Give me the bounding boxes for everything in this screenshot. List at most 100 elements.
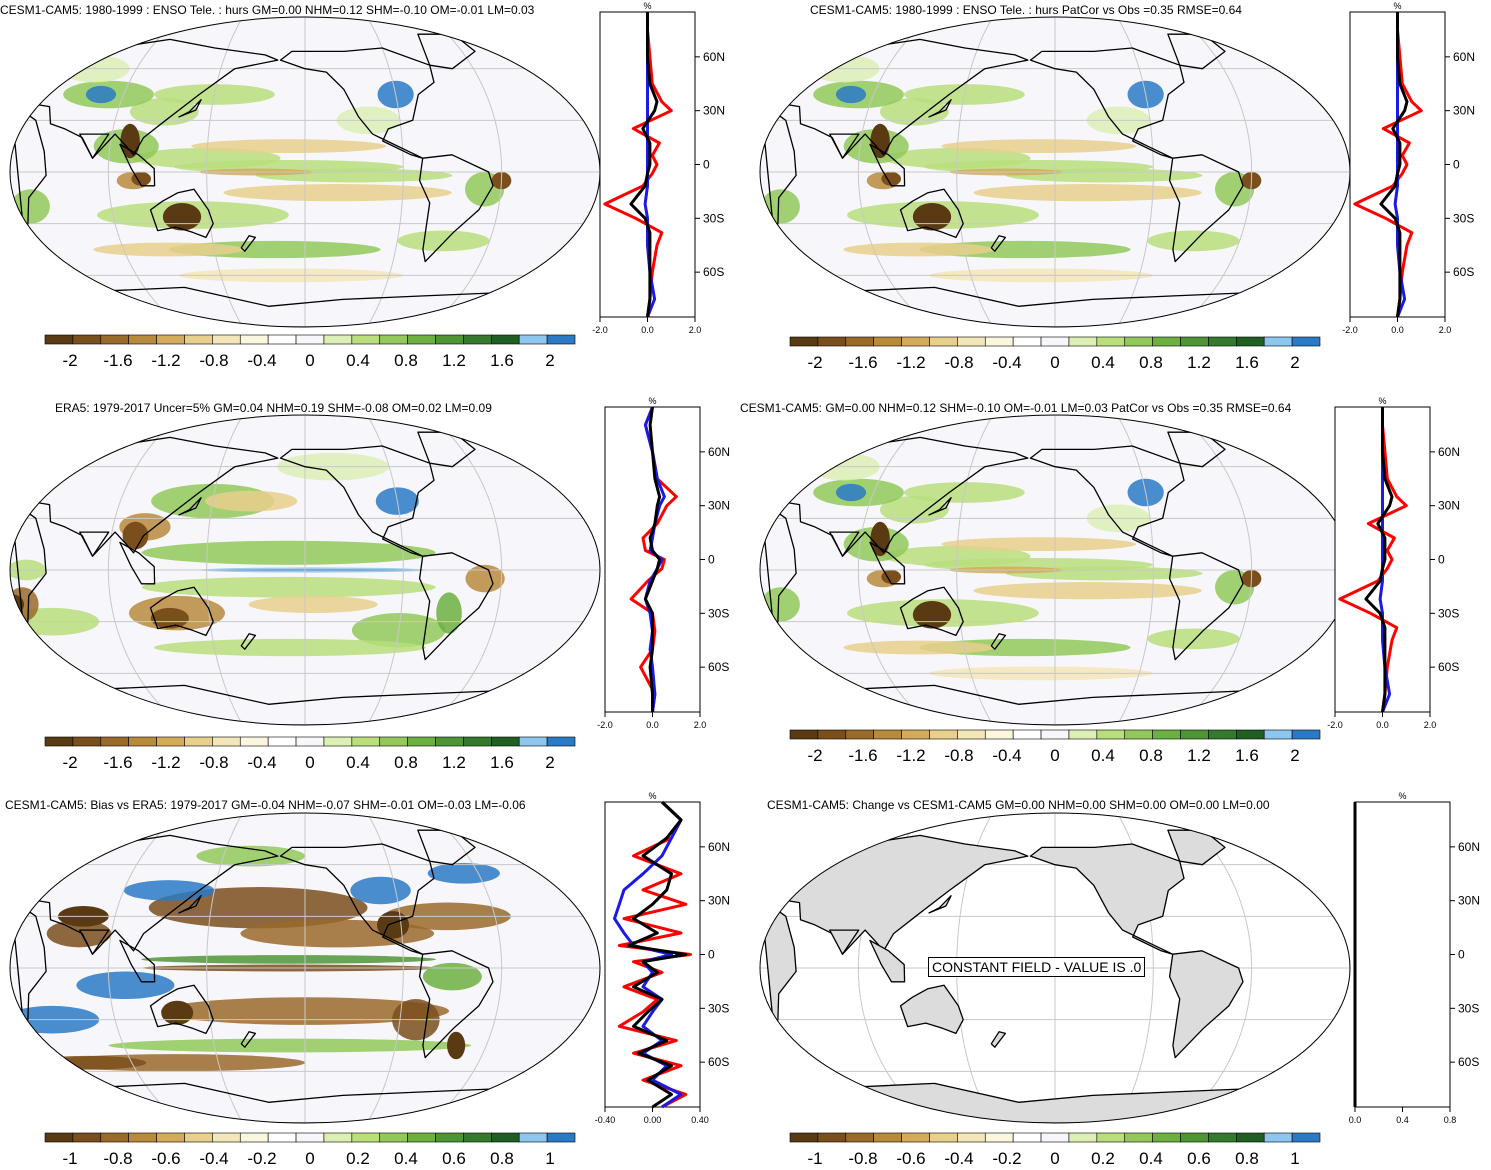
anomaly-patch — [879, 97, 949, 126]
zonal-series-black — [643, 406, 662, 712]
graticule-lon — [1116, 415, 1154, 725]
anomaly-patch — [973, 184, 1202, 202]
anomaly-patch — [141, 576, 436, 598]
map-border — [9, 812, 601, 1124]
colorbar-tick-label: 0.4 — [1091, 746, 1115, 765]
colorbar-tick-label: -0.8 — [944, 746, 973, 765]
anomaly-patch — [141, 540, 436, 565]
colorbar-swatch — [518, 1132, 548, 1143]
colorbar-swatch — [1012, 336, 1042, 347]
coastline-antarctica — [818, 684, 1292, 725]
colorbar-swatch — [239, 334, 269, 345]
colorbar-tick-label: 0 — [305, 351, 314, 370]
colorbar-tick-label: 0 — [1050, 1149, 1059, 1168]
anomaly-patch — [191, 139, 387, 154]
colorbar-tick-label: -0.2 — [247, 1149, 276, 1168]
colorbar-tick-label: 2 — [1290, 353, 1299, 372]
colorbar-tick-label: -0.6 — [896, 1149, 925, 1168]
colorbar-swatch — [957, 1132, 986, 1143]
colorbar-swatch — [1068, 336, 1098, 347]
colorbar-tick-label: -0.6 — [151, 1149, 180, 1168]
zonal-lat-label: 0 — [708, 553, 715, 567]
colorbar-swatch — [407, 736, 436, 747]
world-map — [759, 16, 1351, 328]
colorbar-swatch — [379, 334, 408, 345]
anomaly-patch — [879, 495, 949, 524]
colorbar-swatch — [295, 334, 325, 345]
colorbar-swatch — [1096, 1132, 1126, 1143]
colorbar-tick-label: 0.8 — [394, 753, 418, 772]
map-border — [9, 414, 601, 726]
anomaly-patch — [141, 955, 436, 964]
colorbar-swatch — [901, 729, 930, 740]
colorbar-tick-label: 2 — [1290, 746, 1299, 765]
constant-field-note: CONSTANT FIELD - VALUE IS .0 — [928, 957, 1146, 977]
zonal-lat-label: 60N — [703, 50, 725, 64]
panel-title: CESM1-CAM5: Bias vs ERA5: 1979-2017 GM=-… — [5, 798, 526, 812]
colorbar-tick-label: -1.2 — [896, 353, 925, 372]
colorbar-swatch — [267, 334, 297, 345]
anomaly-patch — [46, 919, 112, 948]
panel-title: CESM1-CAM5: GM=0.00 NHM=0.12 SHM=-0.10 O… — [740, 401, 1292, 415]
colorbar-swatch — [1040, 729, 1070, 740]
graticule-lon — [956, 415, 994, 725]
graticule-lon — [107, 415, 181, 725]
graticule-lon — [429, 813, 503, 1123]
panel-title: CESM1-CAM5: Change vs CESM1-CAM5 GM=0.00… — [767, 798, 1270, 812]
colorbar-swatch — [845, 336, 874, 347]
anomaly-patch — [1147, 628, 1240, 650]
colorbar: -1 -0.8 -0.6 -0.4 -0.2 0 0.2 0.4 0.6 0.8 1 — [44, 1132, 576, 1168]
colorbar-swatch — [407, 1132, 436, 1143]
zonal-lat-label: 30S — [1458, 1001, 1479, 1015]
colorbar-tick-label: 1.6 — [490, 753, 514, 772]
anomaly-patch — [196, 845, 305, 867]
colorbar-tick-label: 1 — [545, 1149, 554, 1168]
world-map — [9, 414, 601, 726]
colorbar-swatch — [1180, 729, 1209, 740]
colorbar-swatch — [929, 336, 958, 347]
coastline-nz — [990, 235, 1007, 252]
zonal-series-black — [1364, 407, 1394, 713]
zonal-mean-plot: % 60N 30N 0 30S 60S -2.0 0.0 2.0 — [597, 396, 730, 730]
colorbar-tick-label: -1.6 — [848, 353, 877, 372]
colorbar-tick-label: -0.8 — [848, 1149, 877, 1168]
coastline-australia — [149, 984, 214, 1035]
zonal-lat-label: 60N — [1453, 50, 1475, 64]
coastline-nz — [990, 633, 1007, 650]
coastline-india — [829, 531, 860, 557]
colorbar-swatch — [1263, 336, 1293, 347]
coastline-africa — [763, 509, 797, 631]
zonal-x-label: 2.0 — [1439, 325, 1452, 335]
map-field — [760, 17, 1350, 327]
colorbar-tick-label: 0.8 — [394, 351, 418, 370]
zonal-series-red — [1353, 12, 1423, 318]
graticule-lon — [206, 415, 244, 725]
coastline-australia — [899, 188, 964, 239]
coastline-eurasia — [777, 38, 1029, 159]
zonal-lat-label: 60N — [708, 445, 730, 459]
colorbar-swatch — [351, 736, 381, 747]
zonal-lat-label: 30N — [1453, 104, 1475, 118]
colorbar-tick-label: -1.6 — [103, 351, 132, 370]
colorbar-tick-label: 0.8 — [1139, 746, 1163, 765]
colorbar-swatch — [212, 1132, 241, 1143]
graticule-lon — [107, 17, 181, 327]
zonal-lat-label: 30N — [1438, 499, 1460, 513]
anomaly-patch — [161, 1000, 194, 1025]
zonal-lat-label: 30S — [708, 606, 729, 620]
colorbar-swatch — [44, 736, 74, 747]
anomaly-patch — [436, 592, 462, 634]
zonal-mean-plot: % 60N 30N 0 30S 60S 0.0 0.4 0.8 — [1349, 791, 1480, 1125]
colorbar-swatch — [845, 729, 874, 740]
zonal-unit-label: % — [648, 791, 656, 801]
colorbar-tick-label: 0.2 — [1091, 1149, 1115, 1168]
colorbar-swatch — [1236, 1132, 1265, 1143]
coastline-india — [79, 133, 110, 159]
graticule-lon — [429, 17, 503, 327]
panel-6: CESM1-CAM5: Change vs CESM1-CAM5 GM=0.00… — [745, 790, 1491, 1170]
zonal-frame — [1354, 801, 1451, 1108]
colorbar-swatch — [323, 1132, 353, 1143]
colorbar-swatch — [72, 1132, 102, 1143]
colorbar-tick-label: -0.8 — [199, 753, 228, 772]
colorbar-swatch — [1208, 729, 1237, 740]
